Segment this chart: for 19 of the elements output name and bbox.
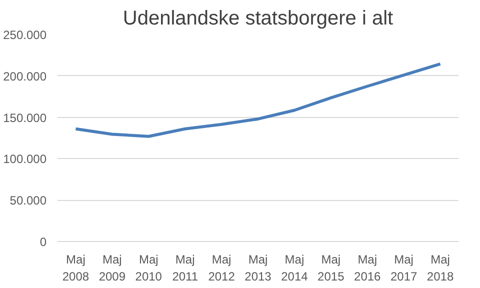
x-tick-label: Maj 2018 [426, 252, 454, 284]
y-tick-label: 200.000 [3, 69, 47, 84]
x-tick-label: Maj 2015 [318, 252, 345, 284]
x-tick-label: Maj 2009 [98, 252, 126, 284]
x-tick-label: Maj 2013 [244, 252, 272, 284]
y-tick-label: 250.000 [3, 28, 47, 42]
x-tick-label: Maj 2017 [390, 252, 418, 284]
y-tick-label: 100.000 [3, 152, 47, 166]
x-tick-label: Maj 2011 [172, 252, 198, 284]
y-tick-label: 50.000 [10, 194, 47, 208]
x-tick-label: Maj 2016 [354, 252, 382, 284]
x-tick-label: Maj 2008 [62, 252, 90, 284]
line-series [74, 62, 442, 138]
x-tick-label: Maj 2014 [281, 252, 308, 284]
x-tick-label: Maj 2010 [135, 252, 162, 284]
x-tick-label: Maj 2012 [208, 252, 236, 284]
y-tick-label: 150.000 [3, 110, 47, 125]
chart-title: Udenlandske statsborgere i alt [122, 8, 394, 30]
y-tick-label: 0 [40, 235, 47, 249]
